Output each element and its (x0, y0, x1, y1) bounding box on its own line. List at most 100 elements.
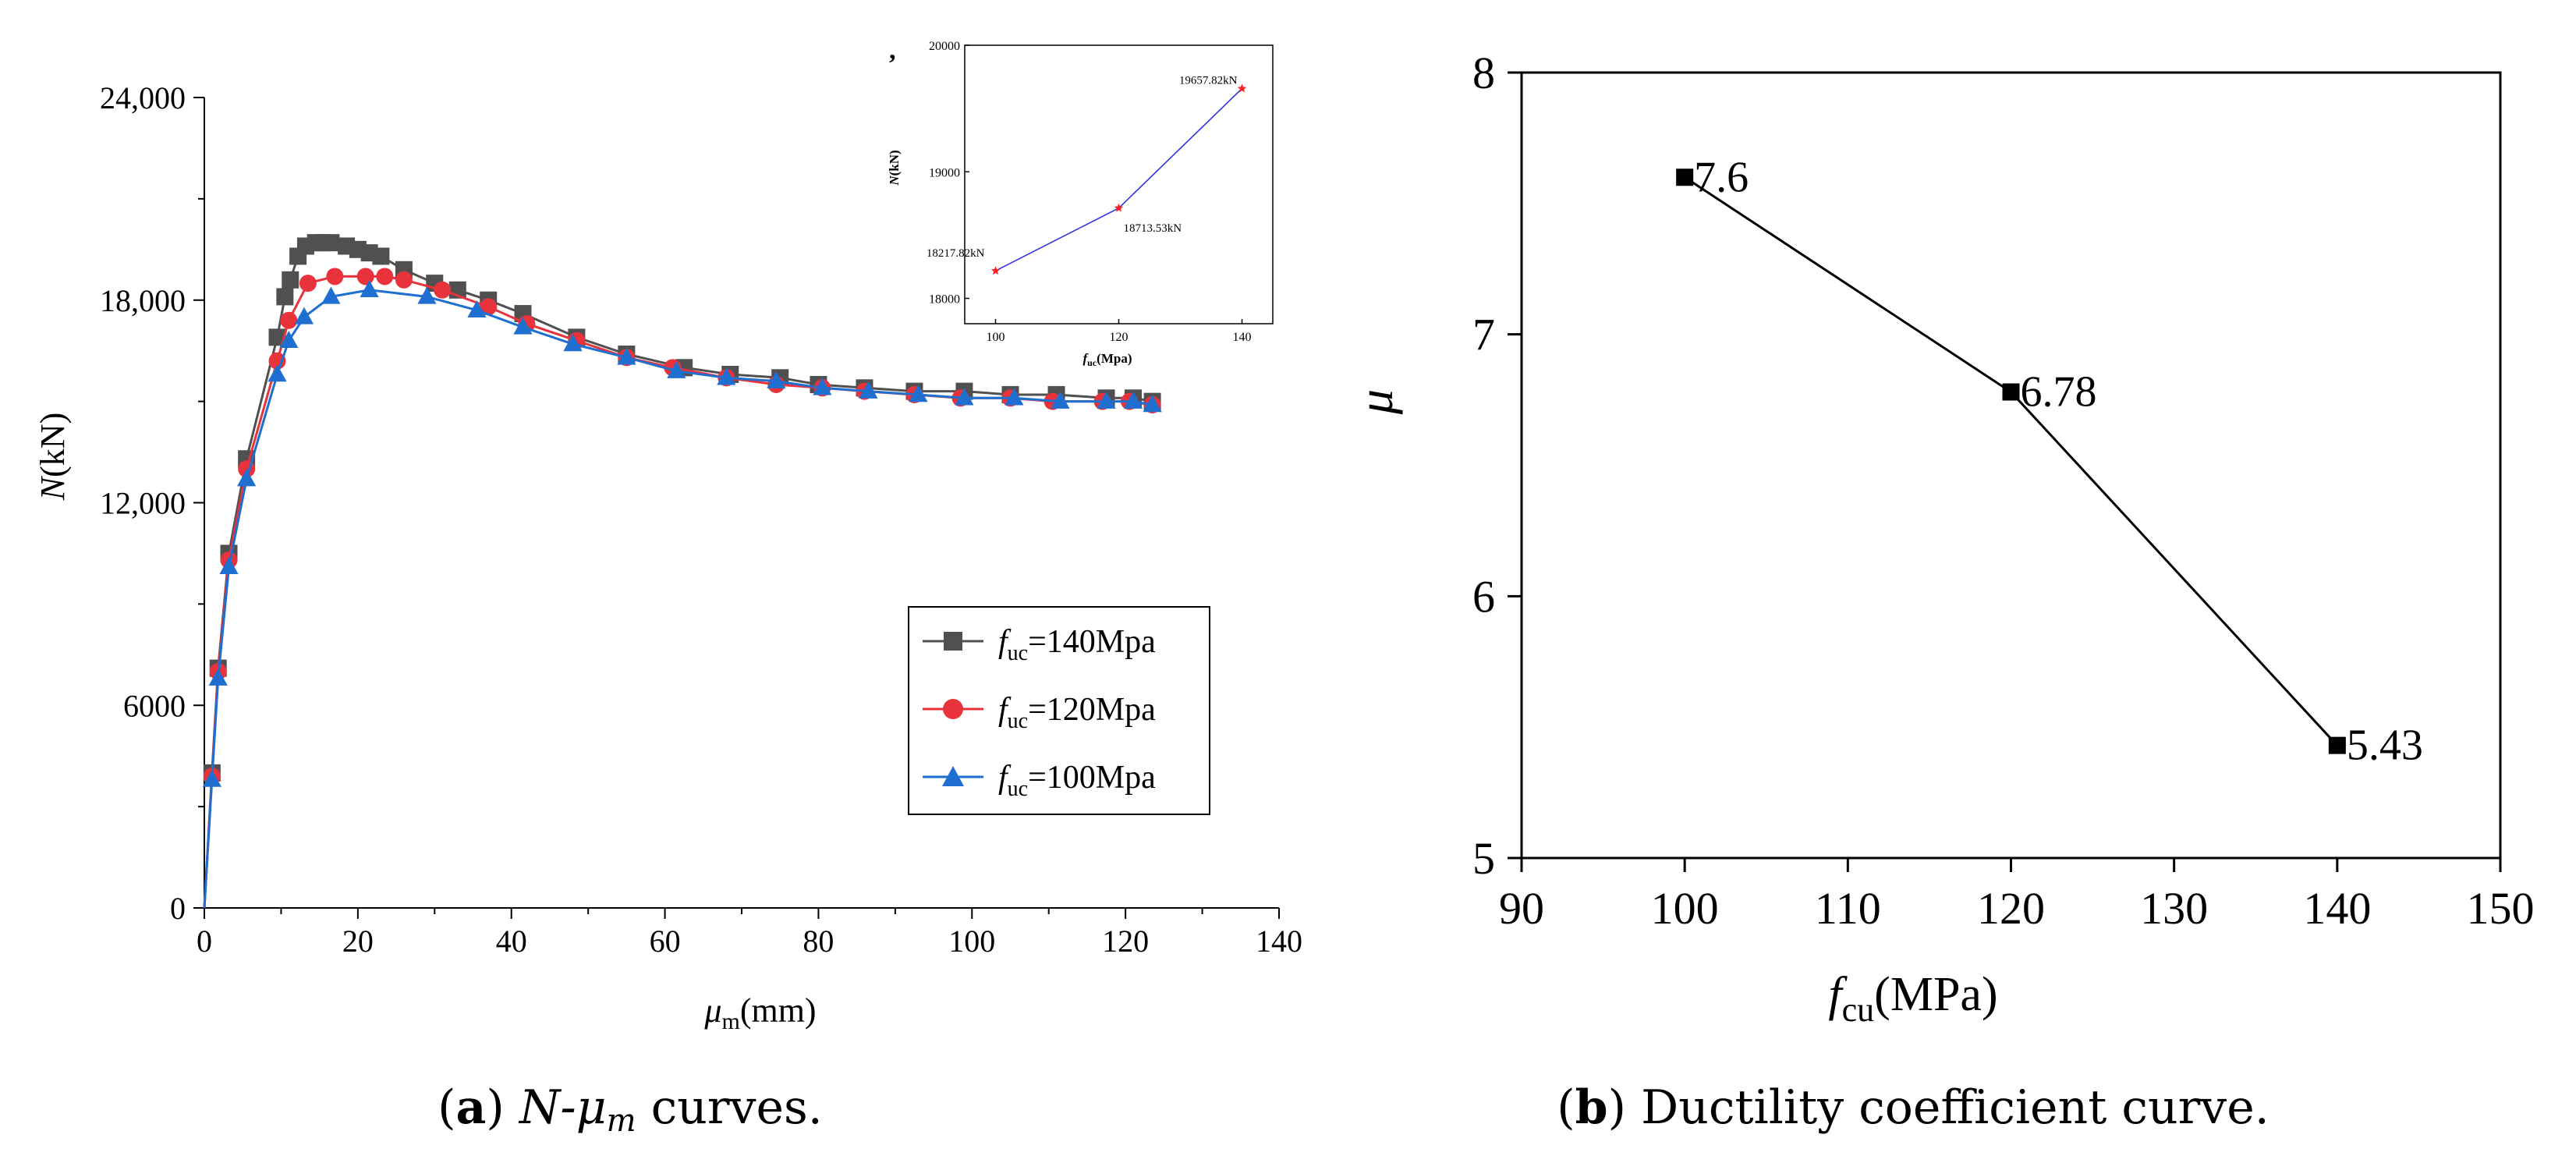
a-series-2-point (617, 347, 636, 365)
b-point (1676, 168, 1694, 186)
a-series-2-point (237, 469, 257, 487)
a-series-2-point (859, 381, 878, 399)
a-series-2-point (1005, 388, 1024, 406)
a-series-2-point (1123, 391, 1143, 409)
a-series-line-2 (203, 289, 1153, 909)
a-x-tick-label: 120 (1102, 924, 1149, 959)
a-x-tick-label: 140 (1256, 924, 1302, 959)
inset-point (1237, 83, 1247, 93)
b-y-tick-label: 7 (1472, 310, 1495, 360)
chart-b-ductility-coefficient: 90 100 110 120 130 140 150 5 6 7 8 7.6 6.78 5.43 μ f… (1348, 48, 2535, 1029)
a-series-2-point (1051, 391, 1070, 409)
a-x-tick-label: 0 (197, 924, 212, 959)
b-point (2328, 736, 2346, 754)
a-series-2-point (909, 385, 928, 402)
a-x-tick-label: 100 (948, 924, 995, 959)
inset-x-tick-label: 140 (1233, 331, 1252, 344)
b-point-label: 7.6 (1694, 153, 1749, 201)
a-series-2-point (1143, 395, 1162, 413)
a-series-2-point (717, 367, 736, 385)
a-series-2-point (321, 286, 341, 304)
a-series-1-point (326, 268, 344, 285)
a-series-0-point (322, 234, 340, 252)
b-x-tick-label: 140 (2303, 883, 2371, 934)
b-y-tick-label: 5 (1472, 833, 1495, 884)
a-series-2-point (813, 378, 832, 395)
a-y-tick-label: 12,000 (100, 486, 186, 521)
inset-point (1114, 203, 1124, 212)
a-series-2-point (279, 330, 299, 348)
b-point-label: 6.78 (2021, 368, 2097, 417)
b-x-tick-label: 130 (2140, 883, 2208, 934)
a-series-2-point (1097, 391, 1116, 409)
a-series-1-point (480, 298, 498, 316)
a-series-0-point (372, 247, 390, 265)
b-point (2002, 383, 2020, 401)
a-series-1-point (356, 268, 374, 285)
chart-b-axes: 90 100 110 120 130 140 150 5 6 7 8 (1472, 48, 2535, 934)
b-point-label: 5.43 (2347, 722, 2423, 770)
chart-b-series: 7.6 6.78 5.43 (1676, 153, 2423, 770)
inset-x-tick-label: 120 (1110, 331, 1129, 344)
chart-a-series (202, 234, 1162, 909)
a-x-tick-label: 20 (342, 924, 374, 959)
a-series-2-point (360, 280, 379, 298)
a-series-1-point (376, 268, 394, 285)
inset-point-label: 18713.53kN (1124, 222, 1182, 235)
legend-item-fuc-100: fuc=100Mpa (923, 760, 1156, 801)
inset-y-tick-label: 18000 (929, 293, 960, 307)
a-y-tick-label: 6000 (123, 688, 186, 723)
inset-point-label: 18217.82kN (927, 247, 985, 260)
inset-axes: 100 120 140 18000 19000 20000 (929, 40, 1274, 344)
a-series-2-point (268, 364, 287, 382)
chart-a-legend: fuc=140Mpa fuc=120Mpa fuc=100Mpa (908, 606, 1210, 815)
a-series-2-point (955, 388, 974, 406)
a-y-tick-label: 0 (170, 891, 186, 926)
a-series-1-point (395, 271, 413, 289)
b-line (1684, 176, 2338, 746)
inset-series: 18217.82kN 18713.53kN 19657.82kN (927, 75, 1247, 275)
b-y-tick-label: 8 (1472, 48, 1495, 98)
a-series-1-point (434, 281, 452, 299)
chart-a-n-mu-curves: 0 20 40 60 80 100 120 140 0 6000 12,000 18,000 24,00… (34, 31, 1302, 1034)
a-series-2-point (767, 371, 786, 388)
svg-text:fuc=100Mpa: fuc=100Mpa (998, 760, 1156, 801)
inset-point-label: 19657.82kN (1179, 75, 1238, 87)
b-y-tick-label: 6 (1472, 571, 1495, 622)
a-x-tick-label: 80 (803, 924, 834, 959)
legend-item-fuc-120: fuc=120Mpa (923, 692, 1156, 733)
inset-ylabel: N(kN) (887, 150, 902, 186)
caption-b: (b) Ductility coefficient curve. (1557, 1080, 2270, 1135)
b-x-tick-label: 150 (2467, 883, 2535, 934)
a-series-2-point (417, 286, 437, 304)
a-y-tick-label: 24,000 (100, 80, 186, 115)
inset-y-tick-label: 20000 (929, 40, 960, 53)
a-y-tick-label: 18,000 (100, 283, 186, 318)
a-series-0-point (276, 288, 294, 306)
b-x-tick-label: 120 (1977, 883, 2045, 934)
inset-x-tick-label: 100 (987, 331, 1005, 344)
inset-y-tick-label: 19000 (929, 166, 960, 179)
a-series-2-point (294, 307, 314, 324)
inset-point (990, 266, 1001, 275)
a-series-1-point (280, 311, 298, 329)
inset-xlabel: fuc(Mpa) (1083, 351, 1132, 368)
chart-a-axes: 0 20 40 60 80 100 120 140 0 6000 12,000 18,000 24,00… (100, 80, 1302, 959)
a-x-tick-label: 60 (650, 924, 681, 959)
a-series-2-point (513, 317, 533, 335)
a-series-0-point (268, 328, 286, 346)
caption-a: (a) N-μm curves. (438, 1080, 823, 1139)
chart-a-xlabel: μm(mm) (703, 991, 816, 1034)
a-series-2-point (219, 556, 239, 574)
a-series-2-point (202, 769, 221, 787)
chart-a-ylabel: N(kN) (34, 413, 72, 501)
b-x-tick-label: 90 (1499, 883, 1544, 934)
b-x-tick-label: 100 (1651, 883, 1719, 934)
chart-b-ylabel: μ (1348, 389, 1403, 415)
a-series-2-point (208, 668, 228, 686)
a-series-2-point (467, 300, 487, 317)
inset-top-mark: , (889, 36, 896, 65)
a-x-tick-label: 40 (496, 924, 527, 959)
svg-text:fuc=120Mpa: fuc=120Mpa (998, 692, 1156, 733)
